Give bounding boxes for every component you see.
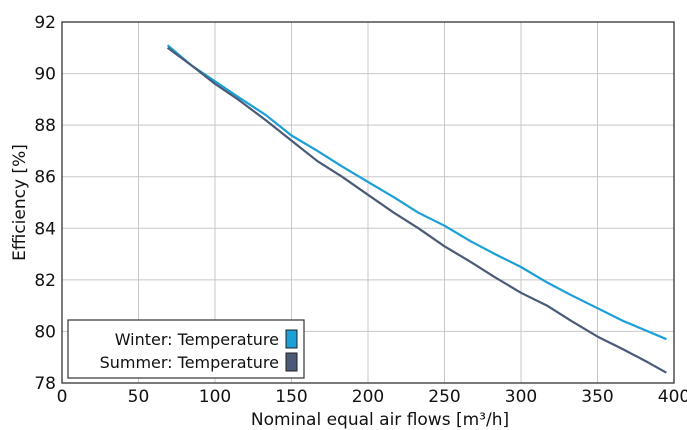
x-tick-label: 400	[658, 387, 687, 407]
legend-label-summer: Summer: Temperature	[100, 353, 279, 372]
plot-frame	[61, 21, 675, 384]
x-tick-label: 200	[352, 387, 384, 407]
x-axis-label: Nominal equal air flows [m³/h]	[251, 410, 509, 430]
y-tick-label: 84	[34, 219, 56, 239]
legend-box	[67, 319, 305, 379]
x-tick-label: 300	[505, 387, 537, 407]
legend-label-winter: Winter: Temperature	[115, 330, 279, 349]
series-line-summer	[166, 46, 667, 374]
x-tick-label: 250	[428, 387, 460, 407]
y-tick-label: 78	[34, 374, 56, 394]
x-tick-label: 150	[275, 387, 307, 407]
y-axis-label: Efficiency [%]	[10, 144, 30, 261]
series-line-winter	[166, 44, 667, 341]
x-tick-label: 100	[199, 387, 231, 407]
y-tick-label: 90	[34, 65, 56, 85]
x-tick-label: 0	[57, 387, 68, 407]
legend-swatch-winter	[285, 329, 298, 349]
y-tick-label: 92	[34, 13, 56, 33]
y-tick-label: 88	[34, 116, 56, 136]
y-tick-label: 80	[34, 322, 56, 342]
series-lines	[166, 44, 667, 374]
legend-swatch-summer	[285, 352, 298, 372]
tick-labels: 0 50 100 150 200 250 300 350 400 78 80 82 84 86 88 90 92	[34, 13, 687, 407]
y-tick-label: 82	[34, 271, 56, 291]
y-tick-label: 86	[34, 168, 56, 188]
x-tick-label: 50	[128, 387, 150, 407]
legend: Winter: Temperature Summer: Temperature	[67, 319, 305, 379]
x-tick-label: 350	[581, 387, 613, 407]
